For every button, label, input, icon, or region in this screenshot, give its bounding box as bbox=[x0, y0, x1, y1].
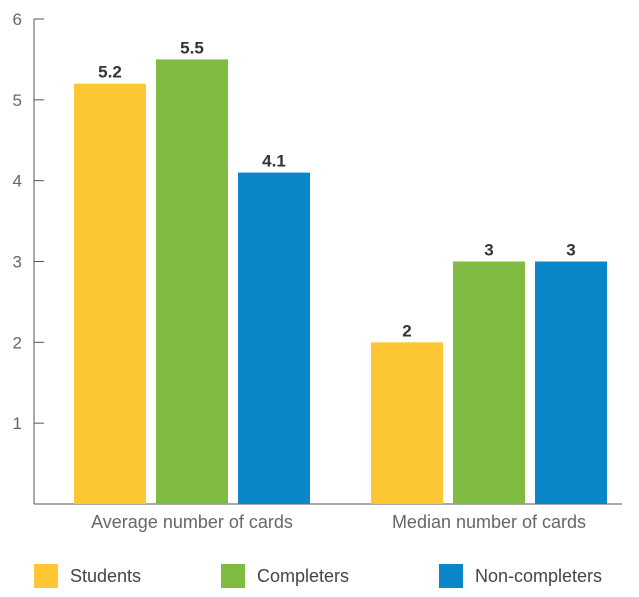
chart-bars bbox=[74, 59, 607, 505]
legend-item-completers: Completers bbox=[221, 561, 349, 591]
bar-value-label: 5.5 bbox=[180, 38, 204, 57]
y-tick-label: 6 bbox=[13, 10, 22, 29]
bar-value-label: 4.1 bbox=[262, 152, 286, 171]
legend-swatch-completers bbox=[221, 564, 245, 588]
bar-value-label: 2 bbox=[402, 321, 411, 340]
legend-item-non-completers: Non-completers bbox=[439, 561, 602, 591]
bar bbox=[453, 261, 525, 504]
bar-value-label: 3 bbox=[484, 241, 493, 260]
bar-chart: 1 2 3 4 5 6 5.2 5.5 4.1 Average number of cards 2… bbox=[13, 10, 622, 532]
y-tick-label: 1 bbox=[13, 414, 22, 433]
legend-label-non-completers: Non-completers bbox=[475, 565, 603, 586]
bar bbox=[74, 83, 146, 505]
bar-value-label: 5.2 bbox=[98, 63, 122, 82]
chart-labels: 5.2 5.5 4.1 Average number of cards 2 3 3 Media… bbox=[91, 38, 586, 532]
bar bbox=[156, 59, 228, 505]
bar bbox=[371, 342, 443, 504]
legend-label-completers: Completers bbox=[257, 565, 350, 586]
bar bbox=[535, 261, 607, 504]
legend-label-students: Students bbox=[70, 565, 142, 586]
x-category-label: Average number of cards bbox=[91, 512, 293, 532]
bar bbox=[238, 172, 310, 505]
legend-swatch-students bbox=[34, 564, 58, 588]
y-tick-label: 2 bbox=[13, 333, 22, 352]
legend-swatch-non-completers bbox=[439, 564, 463, 588]
bar-value-label: 3 bbox=[566, 241, 575, 260]
x-category-label: Median number of cards bbox=[392, 512, 586, 532]
legend-item-students: Students bbox=[34, 561, 141, 591]
chart-legend: Students Completers Non-completers bbox=[0, 561, 639, 591]
y-tick-label: 5 bbox=[13, 91, 22, 110]
y-tick-label: 3 bbox=[13, 253, 22, 272]
y-tick-label: 4 bbox=[13, 172, 22, 191]
